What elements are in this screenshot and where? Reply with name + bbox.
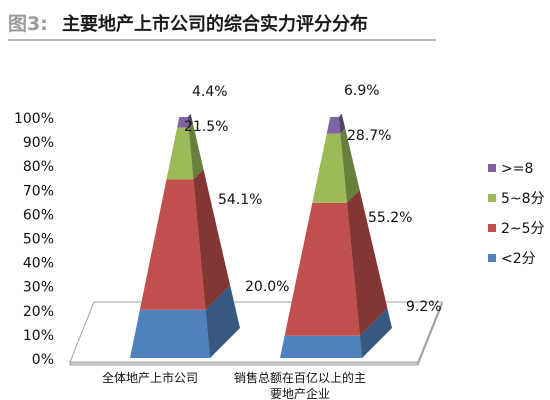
y-tick-label: 20% (23, 304, 54, 320)
pyramids (130, 113, 392, 358)
pyramid-segment-side (188, 123, 204, 180)
pyramid-segment-front (139, 179, 206, 310)
data-label: 28.7% (347, 128, 391, 144)
category-label: 全体地产上市公司 (102, 370, 198, 385)
y-tick-label: 70% (23, 183, 54, 199)
floor-side (417, 301, 443, 366)
legend-label: >=8 (501, 161, 533, 177)
pyramid-segment-side (347, 190, 388, 336)
legend-swatch (488, 164, 496, 172)
legend-swatch (488, 254, 496, 262)
category-label: 要地产企业 (270, 386, 330, 400)
y-tick-label: 30% (23, 280, 54, 296)
y-tick-label: 100% (14, 111, 54, 127)
y-tick-label: 80% (23, 159, 54, 175)
data-label: 4.4% (192, 84, 228, 100)
y-tick-label: 40% (23, 256, 54, 272)
pyramid-segment-side (205, 285, 240, 358)
pyramid-segment-front (177, 117, 189, 128)
legend-item: 5~8分 (488, 191, 545, 207)
y-axis: 0% 10% 20% 30% 40% 50% 60% 70% 80% 90% 100% (14, 111, 54, 368)
legend-label: <2分 (501, 251, 536, 267)
legend: >=8 5~8分 2~5分 <2分 (488, 161, 545, 267)
legend-swatch (488, 194, 496, 202)
pyramid-segment-front (280, 335, 362, 358)
pyramid-segment-side (340, 128, 360, 203)
pyramid-segment-side (338, 113, 346, 134)
y-tick-label: 50% (23, 232, 54, 248)
data-labels: 20.0% 54.1% 21.5% 4.4% 9.2% 55.2% 28.7% 6.9% (184, 83, 442, 315)
y-tick-label: 0% (32, 352, 54, 368)
figure-title: 主要地产上市公司的综合实力评分分布 (62, 13, 368, 35)
category-label: 销售总额在百亿以上的主 (234, 370, 366, 385)
data-label: 6.9% (344, 83, 380, 99)
pyramid-segment-side (193, 169, 231, 310)
data-label: 9.2% (406, 299, 442, 315)
pyramid-segment-front (166, 127, 194, 180)
pyramid-segment-side (187, 113, 193, 128)
legend-label: 2~5分 (501, 221, 545, 237)
pyramid-segment-side (359, 308, 392, 358)
pyramid-segment-front (312, 133, 347, 203)
data-label: 55.2% (368, 210, 412, 226)
figure-label: 图3: (8, 13, 48, 35)
floor-front (69, 361, 419, 366)
legend-swatch (488, 224, 496, 232)
y-tick-label: 10% (23, 328, 54, 344)
pyramid-segment-front (284, 202, 360, 336)
pyramid-segment-front (326, 117, 341, 134)
legend-item: 2~5分 (488, 221, 545, 237)
pyramid-segment-front (130, 309, 210, 358)
y-tick-label: 90% (23, 135, 54, 151)
legend-item: >=8 (488, 161, 533, 177)
legend-label: 5~8分 (501, 191, 545, 207)
data-label: 21.5% (184, 119, 228, 135)
data-label: 20.0% (245, 279, 289, 295)
data-label: 54.1% (218, 192, 262, 208)
y-tick-label: 60% (23, 207, 54, 223)
legend-item: <2分 (488, 251, 536, 267)
